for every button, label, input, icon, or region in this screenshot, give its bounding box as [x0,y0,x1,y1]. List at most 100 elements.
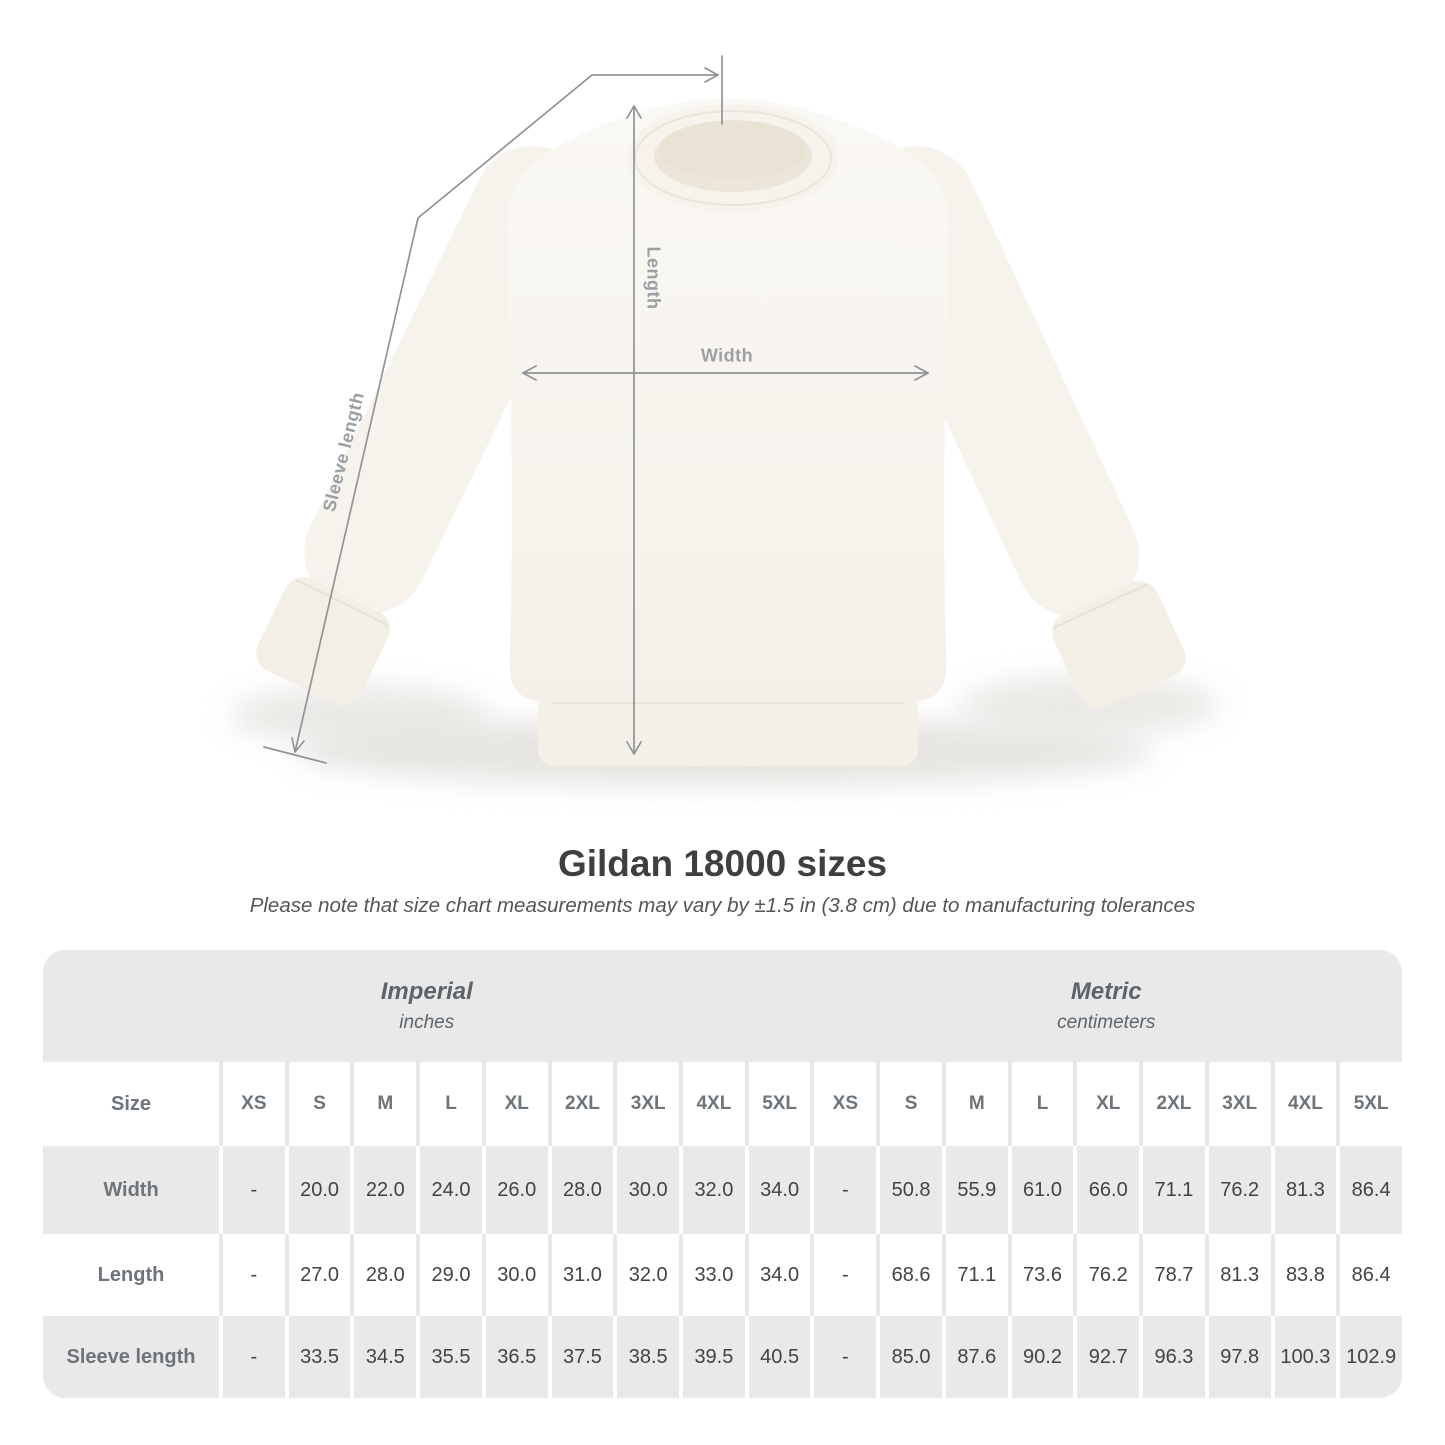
size-header-metric-4xl: 4XL [1270,1062,1337,1146]
size-header-metric-s: S [876,1062,942,1146]
sweatshirt-body [505,98,951,702]
sweatshirt-image [230,55,1220,786]
imperial-value-cell: 38.5 [613,1316,679,1398]
metric-value-cell: - [810,1146,876,1234]
imperial-value-cell: 34.0 [744,1234,811,1316]
imperial-unit-label: inches [399,1012,455,1033]
size-header-metric-2xl: 2XL [1139,1062,1205,1146]
size-header-imperial-4xl: 4XL [679,1062,745,1146]
imperial-value-cell: 22.0 [350,1146,416,1234]
size-header-imperial-s: S [284,1062,351,1146]
imperial-value-cell: 29.0 [416,1234,482,1316]
imperial-value-cell: 30.0 [613,1146,679,1234]
size-header-imperial-3xl: 3XL [613,1062,679,1146]
imperial-value-cell: 27.0 [284,1234,351,1316]
imperial-value-cell: 31.0 [547,1234,614,1316]
metric-value-cell: 68.6 [876,1234,942,1316]
size-chart-table: Imperial inches Metric centimeters Size X… [43,950,1402,1398]
row-label: Length [97,1263,165,1286]
metric-value-cell: 86.4 [1336,1146,1402,1234]
metric-value-cell: - [810,1234,876,1316]
metric-value-cell: 78.7 [1139,1234,1205,1316]
metric-value-cell: 76.2 [1204,1146,1271,1234]
metric-value-cell: 86.4 [1336,1234,1402,1316]
size-header-metric-l: L [1007,1062,1074,1146]
metric-value-cell: 71.1 [941,1234,1008,1316]
imperial-value-cell: 34.0 [744,1146,811,1234]
metric-value-cell: 50.8 [876,1146,942,1234]
size-header-imperial-2xl: 2XL [547,1062,614,1146]
size-column-header: Size [110,1092,152,1115]
metric-value-cell: 90.2 [1007,1316,1074,1398]
size-header-metric-xs: XS [810,1062,876,1146]
imperial-value-cell: 34.5 [350,1316,416,1398]
imperial-value-cell: 40.5 [744,1316,811,1398]
page-title: Gildan 18000 sizes [557,843,888,884]
metric-value-cell: 92.7 [1073,1316,1139,1398]
units-header-row: Imperial inches Metric centimeters [43,950,1402,1062]
tolerance-note: Please note that size chart measurements… [249,894,1196,917]
imperial-value-cell: 28.0 [547,1146,614,1234]
metric-value-cell: 55.9 [941,1146,1008,1234]
imperial-value-cell: 24.0 [416,1146,482,1234]
size-header-imperial-l: L [416,1062,482,1146]
imperial-value-cell: - [219,1316,285,1398]
length-row: Length -27.0 28.0 29.0 30.0 31.0 32.0 33.0 34.0-… [43,1234,1402,1316]
hem-band [538,693,918,766]
imperial-label: Imperial [380,978,473,1005]
imperial-value-cell: 28.0 [350,1234,416,1316]
size-header-row: Size XS S M L XL 2XL 3XL 4XL 5XL XS S M L XL 2XL 3XL 4XL 5… [43,1062,1402,1146]
metric-value-cell: 81.3 [1270,1146,1337,1234]
size-header-imperial-m: M [350,1062,416,1146]
imperial-value-cell: 26.0 [481,1146,548,1234]
metric-value-cell: 81.3 [1204,1234,1271,1316]
collar [627,104,839,212]
size-header-imperial-xs: XS [219,1062,285,1146]
metric-unit-label: centimeters [1057,1012,1156,1033]
metric-value-cell: 83.8 [1270,1234,1337,1316]
metric-header: Metric centimeters [811,950,1403,1062]
size-header-metric-5xl: 5XL [1336,1062,1402,1146]
row-label: Sleeve length [66,1345,196,1368]
imperial-value-cell: 30.0 [481,1234,548,1316]
imperial-value-cell: 33.0 [679,1234,745,1316]
width-arrow [522,365,929,381]
width-dimension-label: Width [700,345,754,366]
metric-value-cell: 96.3 [1139,1316,1205,1398]
metric-value-cell: 102.9 [1336,1316,1402,1398]
metric-value-cell: 85.0 [876,1316,942,1398]
length-dimension-label: Length [643,246,664,310]
size-header-metric-3xl: 3XL [1204,1062,1271,1146]
sleeve-length-row: Sleeve length -33.5 34.5 35.5 36.5 37.5 38.5 39… [43,1316,1402,1398]
metric-value-cell: 100.3 [1270,1316,1337,1398]
metric-value-cell: 97.8 [1204,1316,1271,1398]
sleeve-length-arrow [263,55,723,764]
size-header-imperial-5xl: 5XL [744,1062,811,1146]
imperial-value-cell: 36.5 [481,1316,548,1398]
imperial-value-cell: 32.0 [613,1234,679,1316]
imperial-value-cell: 39.5 [679,1316,745,1398]
imperial-value-cell: 32.0 [679,1146,745,1234]
row-label: Width [103,1178,159,1201]
imperial-value-cell: - [219,1146,285,1234]
metric-label: Metric [1070,978,1142,1005]
imperial-value-cell: 37.5 [547,1316,614,1398]
width-row: Width -20.0 22.0 24.0 26.0 28.0 30.0 32.0 34.0-5… [43,1146,1402,1234]
imperial-value-cell: 33.5 [284,1316,351,1398]
size-header-imperial-xl: XL [481,1062,548,1146]
metric-value-cell: - [810,1316,876,1398]
size-header-metric-m: M [941,1062,1008,1146]
metric-value-cell: 71.1 [1139,1146,1205,1234]
metric-value-cell: 73.6 [1007,1234,1074,1316]
metric-value-cell: 87.6 [941,1316,1008,1398]
metric-value-cell: 66.0 [1073,1146,1139,1234]
metric-value-cell: 76.2 [1073,1234,1139,1316]
metric-value-cell: 61.0 [1007,1146,1074,1234]
imperial-value-cell: 20.0 [284,1146,351,1234]
imperial-header: Imperial inches [43,950,811,1062]
size-header-metric-xl: XL [1073,1062,1139,1146]
imperial-value-cell: 35.5 [416,1316,482,1398]
length-arrow [626,105,642,755]
imperial-value-cell: - [219,1234,285,1316]
